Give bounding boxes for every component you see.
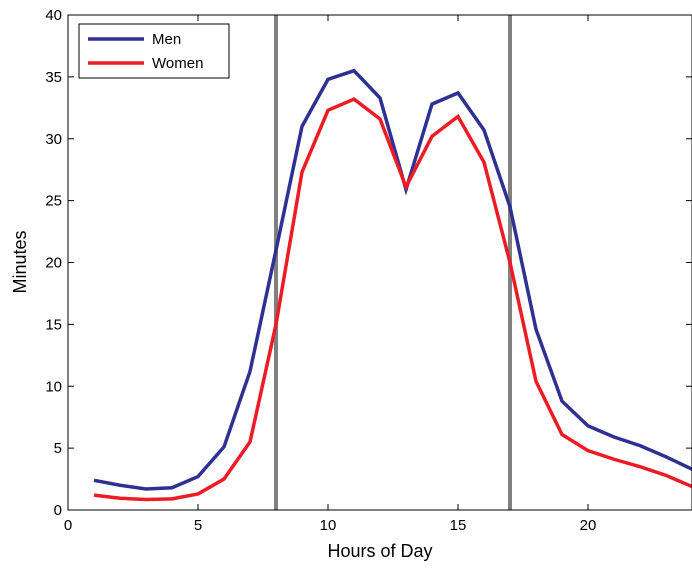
legend: Men Women [78, 23, 230, 79]
y-tick-label: 20 [45, 255, 62, 272]
x-tick-label: 15 [450, 517, 467, 534]
y-tick-label: 40 [45, 7, 62, 24]
y-tick-label: 0 [54, 502, 62, 519]
legend-label-women: Women [152, 55, 203, 72]
plot-background [68, 15, 692, 510]
x-tick-label: 20 [580, 517, 597, 534]
x-tick-label: 5 [194, 517, 202, 534]
y-tick-label: 25 [45, 193, 62, 210]
y-tick-label: 5 [54, 440, 62, 457]
series-layer [93, 68, 692, 502]
y-axis-label: Minutes [10, 230, 30, 293]
series-line-men [93, 68, 692, 491]
x-axis: 0 5 10 15 20 [64, 15, 597, 534]
y-tick-label: 30 [45, 131, 62, 148]
legend-box [78, 23, 230, 79]
x-tick-label: 10 [320, 517, 337, 534]
y-tick-label: 10 [45, 378, 62, 395]
series-line-women [93, 97, 692, 502]
y-tick-label: 15 [45, 316, 62, 333]
y-axis: 0 5 10 15 20 25 30 35 40 [45, 7, 692, 519]
x-tick-label: 0 [64, 517, 72, 534]
x-axis-label: Hours of Day [327, 541, 432, 561]
y-tick-label: 35 [45, 69, 62, 86]
legend-label-men: Men [152, 31, 181, 48]
